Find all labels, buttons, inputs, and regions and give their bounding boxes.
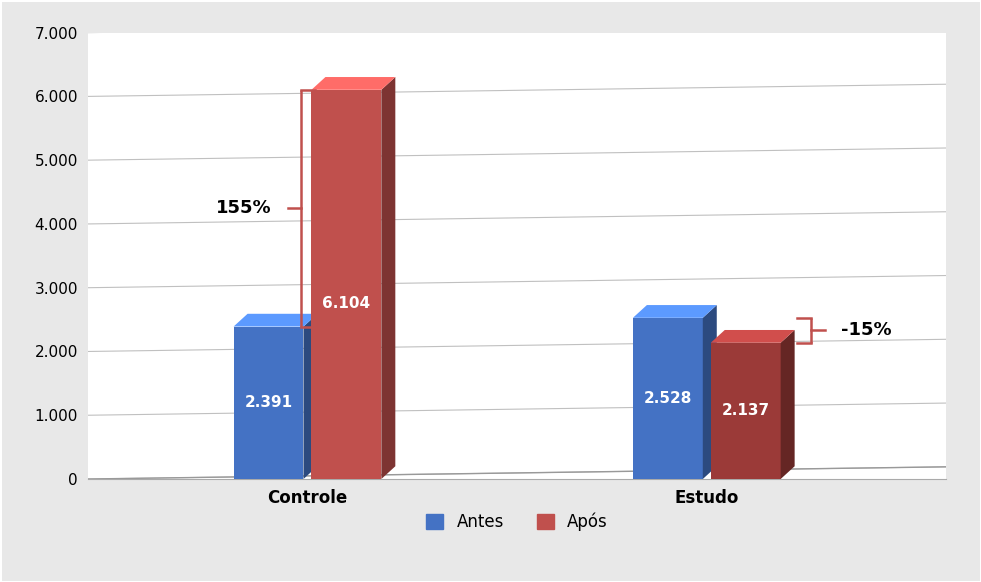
Polygon shape: [711, 343, 781, 479]
Polygon shape: [711, 330, 795, 343]
Text: 155%: 155%: [216, 199, 272, 217]
Text: 2.391: 2.391: [244, 395, 292, 410]
Polygon shape: [633, 305, 717, 318]
Polygon shape: [311, 90, 382, 479]
Polygon shape: [311, 77, 395, 90]
Polygon shape: [633, 318, 702, 479]
Text: 6.104: 6.104: [323, 296, 371, 311]
Text: 2.528: 2.528: [644, 391, 692, 406]
Polygon shape: [303, 314, 318, 479]
Text: -15%: -15%: [841, 321, 891, 339]
Legend: Antes, Após: Antes, Após: [420, 506, 614, 538]
Polygon shape: [781, 330, 795, 479]
Polygon shape: [382, 77, 395, 479]
Polygon shape: [233, 314, 318, 327]
Text: 2.137: 2.137: [722, 403, 770, 418]
Polygon shape: [233, 327, 303, 479]
Polygon shape: [702, 305, 717, 479]
